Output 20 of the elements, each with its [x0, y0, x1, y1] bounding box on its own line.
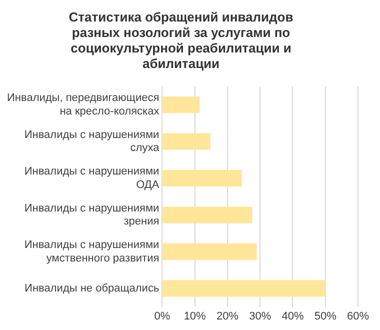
bar — [162, 170, 242, 186]
x-tick-label: 50% — [314, 310, 337, 322]
y-tick-label: Инвалиды с нарушениями умственного развития — [24, 239, 160, 264]
bar — [162, 206, 252, 224]
x-tick-label: 20% — [216, 310, 239, 322]
y-tick-label: Инвалиды не обращались — [24, 282, 160, 294]
chart-title: Статистика обращений инвалидов разных нозологий за услугами по социокультурной реабилитации и абилитации — [68, 9, 294, 72]
y-tick-label: Инвалиды с нарушениями ОДА — [24, 166, 160, 191]
x-tick-label: 30% — [249, 310, 272, 322]
y-tick-label: Инвалиды с нарушениями слуха — [24, 128, 160, 154]
bar — [162, 96, 200, 114]
y-tick-label: Инвалиды с нарушениями зрения — [24, 202, 160, 228]
bar — [162, 280, 326, 297]
x-tick-label: 40% — [282, 310, 304, 322]
bar — [162, 133, 210, 150]
bar — [162, 243, 257, 260]
y-tick-label: Инвалиды, передвигающиеся на кресло-колясках — [7, 92, 160, 118]
x-tick-label: 0% — [154, 310, 170, 322]
x-tick-label: 10% — [184, 310, 206, 322]
x-tick-label: 60% — [346, 310, 370, 322]
